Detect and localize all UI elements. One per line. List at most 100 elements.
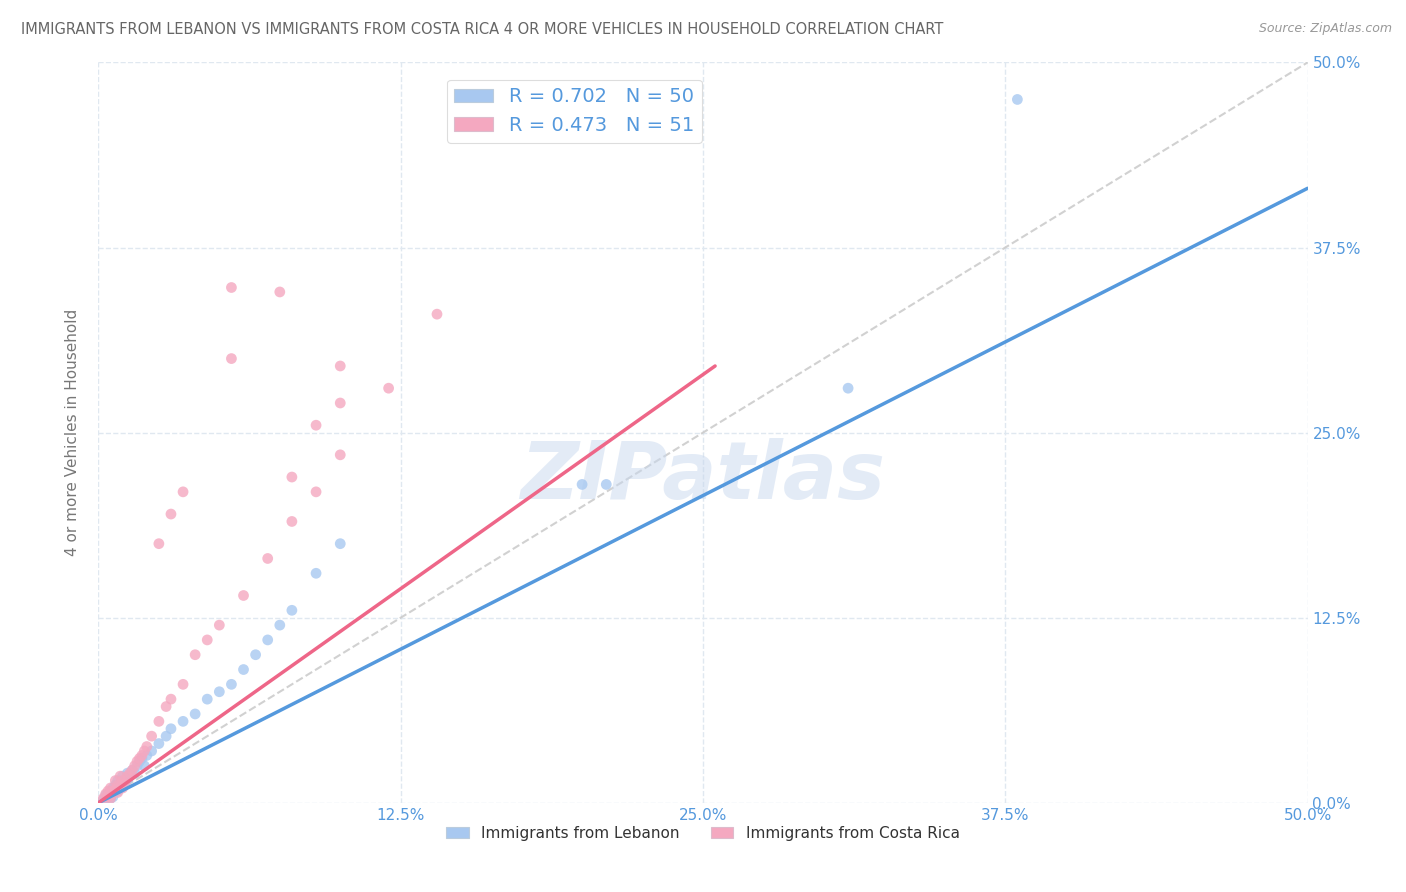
Point xyxy=(114,776,136,790)
Point xyxy=(281,470,304,484)
Point xyxy=(111,776,134,790)
Point xyxy=(101,784,124,798)
Point xyxy=(121,763,143,777)
Point xyxy=(91,793,114,807)
Point xyxy=(172,714,194,729)
Point xyxy=(135,748,157,763)
Point xyxy=(269,285,291,299)
Point xyxy=(595,477,617,491)
Point xyxy=(1007,92,1029,106)
Point xyxy=(837,381,859,395)
Point xyxy=(101,789,124,804)
Point xyxy=(101,785,124,799)
Point xyxy=(148,737,170,751)
Point xyxy=(124,758,146,772)
Point xyxy=(221,677,243,691)
Point xyxy=(111,773,134,788)
Point xyxy=(131,748,153,763)
Point xyxy=(141,729,163,743)
Point xyxy=(426,307,449,321)
Legend: Immigrants from Lebanon, Immigrants from Costa Rica: Immigrants from Lebanon, Immigrants from… xyxy=(440,820,966,847)
Point xyxy=(97,784,120,798)
Point xyxy=(571,477,593,491)
Point xyxy=(221,351,243,366)
Point xyxy=(135,739,157,754)
Point xyxy=(131,751,153,765)
Point xyxy=(107,773,129,788)
Point xyxy=(117,766,139,780)
Point xyxy=(100,780,122,795)
Point xyxy=(160,722,183,736)
Point xyxy=(134,758,156,772)
Point xyxy=(329,396,352,410)
Point xyxy=(100,789,122,803)
Point xyxy=(281,515,304,529)
Point xyxy=(114,773,136,788)
Point xyxy=(184,648,207,662)
Point xyxy=(184,706,207,721)
Point xyxy=(148,536,170,550)
Point xyxy=(108,769,131,783)
Point xyxy=(111,769,134,783)
Point xyxy=(141,744,163,758)
Point xyxy=(100,789,122,803)
Point xyxy=(256,632,278,647)
Point xyxy=(108,778,131,792)
Y-axis label: 4 or more Vehicles in Household: 4 or more Vehicles in Household xyxy=(65,309,80,557)
Point xyxy=(107,784,129,798)
Point xyxy=(104,778,127,792)
Point xyxy=(195,632,218,647)
Point xyxy=(100,791,122,805)
Point xyxy=(329,448,352,462)
Text: ZIPatlas: ZIPatlas xyxy=(520,438,886,516)
Point xyxy=(117,769,139,783)
Point xyxy=(256,551,278,566)
Point xyxy=(107,778,129,792)
Point xyxy=(172,677,194,691)
Point xyxy=(128,751,150,765)
Point xyxy=(94,787,117,801)
Point xyxy=(305,484,328,499)
Point xyxy=(127,755,149,769)
Point xyxy=(377,381,399,395)
Point xyxy=(117,772,139,786)
Point xyxy=(221,280,243,294)
Point xyxy=(104,782,127,797)
Point xyxy=(195,692,218,706)
Point xyxy=(134,744,156,758)
Point xyxy=(104,782,127,797)
Point xyxy=(94,789,117,803)
Point xyxy=(108,780,131,795)
Point xyxy=(128,755,150,769)
Point xyxy=(160,692,183,706)
Point xyxy=(97,789,120,804)
Point xyxy=(127,758,149,772)
Point xyxy=(111,780,134,795)
Point xyxy=(305,418,328,433)
Point xyxy=(172,484,194,499)
Point xyxy=(208,618,231,632)
Point xyxy=(155,729,177,743)
Point xyxy=(118,769,141,783)
Point xyxy=(97,789,120,804)
Point xyxy=(232,589,254,603)
Point xyxy=(91,791,114,805)
Point xyxy=(155,699,177,714)
Point xyxy=(94,791,117,805)
Point xyxy=(121,763,143,777)
Point xyxy=(208,685,231,699)
Point xyxy=(100,784,122,798)
Point xyxy=(108,780,131,794)
Point xyxy=(124,766,146,780)
Point xyxy=(160,507,183,521)
Text: IMMIGRANTS FROM LEBANON VS IMMIGRANTS FROM COSTA RICA 4 OR MORE VEHICLES IN HOUS: IMMIGRANTS FROM LEBANON VS IMMIGRANTS FR… xyxy=(21,22,943,37)
Point xyxy=(101,780,124,795)
Point xyxy=(104,773,127,788)
Point xyxy=(305,566,328,581)
Point xyxy=(245,648,267,662)
Point xyxy=(329,359,352,373)
Point xyxy=(269,618,291,632)
Point xyxy=(329,536,352,550)
Point xyxy=(232,663,254,677)
Point xyxy=(281,603,304,617)
